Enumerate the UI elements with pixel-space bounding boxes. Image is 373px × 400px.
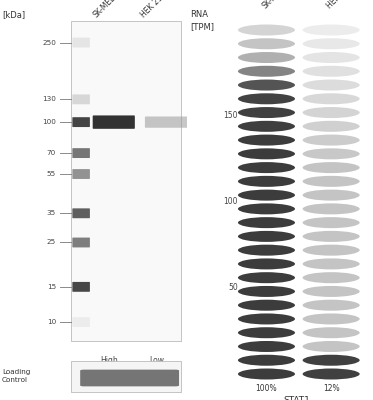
Ellipse shape [238, 80, 295, 90]
Text: 100: 100 [223, 198, 238, 206]
Ellipse shape [303, 258, 360, 270]
Text: 150: 150 [223, 112, 238, 120]
FancyBboxPatch shape [72, 94, 90, 104]
Text: 10: 10 [47, 319, 56, 325]
Ellipse shape [238, 272, 295, 283]
Ellipse shape [238, 327, 295, 338]
FancyBboxPatch shape [145, 116, 239, 128]
Ellipse shape [238, 93, 295, 104]
Ellipse shape [303, 231, 360, 242]
Ellipse shape [303, 162, 360, 173]
Text: 250: 250 [42, 40, 56, 46]
FancyBboxPatch shape [72, 238, 90, 248]
Ellipse shape [238, 245, 295, 256]
Text: 50: 50 [228, 284, 238, 292]
Ellipse shape [303, 134, 360, 146]
Text: HEK 293: HEK 293 [140, 0, 169, 19]
Ellipse shape [238, 203, 295, 214]
Text: Low: Low [149, 356, 164, 364]
Ellipse shape [303, 368, 360, 380]
Ellipse shape [303, 327, 360, 338]
Ellipse shape [238, 134, 295, 146]
Ellipse shape [303, 286, 360, 297]
FancyBboxPatch shape [72, 317, 90, 327]
Ellipse shape [303, 52, 360, 63]
Ellipse shape [238, 52, 295, 63]
Ellipse shape [303, 272, 360, 283]
Text: Loading
Control: Loading Control [2, 369, 30, 382]
Ellipse shape [238, 355, 295, 366]
FancyBboxPatch shape [72, 169, 90, 179]
Ellipse shape [238, 341, 295, 352]
Ellipse shape [238, 38, 295, 49]
Text: RNA: RNA [190, 10, 209, 19]
Ellipse shape [303, 300, 360, 311]
Ellipse shape [303, 93, 360, 104]
FancyBboxPatch shape [93, 116, 135, 129]
Ellipse shape [303, 121, 360, 132]
Text: 25: 25 [47, 240, 56, 246]
Text: 100%: 100% [256, 384, 277, 393]
Ellipse shape [238, 190, 295, 201]
Ellipse shape [303, 107, 360, 118]
Bar [71, 21, 181, 342]
Ellipse shape [238, 24, 295, 36]
Text: 55: 55 [47, 171, 56, 177]
Ellipse shape [303, 203, 360, 214]
Ellipse shape [303, 176, 360, 187]
Ellipse shape [303, 24, 360, 36]
FancyBboxPatch shape [72, 282, 90, 292]
FancyBboxPatch shape [72, 148, 90, 158]
Ellipse shape [303, 245, 360, 256]
Text: High: High [101, 356, 119, 364]
Text: 100: 100 [42, 119, 56, 125]
Ellipse shape [238, 217, 295, 228]
Bar [71, 361, 181, 392]
Text: 12%: 12% [323, 384, 339, 393]
Text: 130: 130 [42, 96, 56, 102]
Ellipse shape [238, 368, 295, 380]
FancyBboxPatch shape [72, 208, 90, 218]
Ellipse shape [303, 190, 360, 201]
Text: SK-MEL-30: SK-MEL-30 [92, 0, 126, 19]
Ellipse shape [238, 121, 295, 132]
Text: 35: 35 [47, 210, 56, 216]
Ellipse shape [238, 107, 295, 118]
Ellipse shape [238, 148, 295, 159]
Ellipse shape [238, 258, 295, 270]
FancyBboxPatch shape [72, 117, 90, 127]
Text: [kDa]: [kDa] [2, 10, 25, 20]
FancyBboxPatch shape [72, 38, 90, 48]
Ellipse shape [238, 162, 295, 173]
FancyBboxPatch shape [80, 370, 179, 386]
Ellipse shape [303, 66, 360, 77]
Ellipse shape [303, 217, 360, 228]
Ellipse shape [238, 176, 295, 187]
Text: 15: 15 [47, 284, 56, 290]
Ellipse shape [303, 355, 360, 366]
Ellipse shape [238, 286, 295, 297]
Ellipse shape [303, 38, 360, 49]
Ellipse shape [303, 314, 360, 324]
Ellipse shape [303, 148, 360, 159]
Text: STAT1: STAT1 [283, 396, 310, 400]
Text: 70: 70 [47, 150, 56, 156]
Ellipse shape [238, 314, 295, 324]
Ellipse shape [238, 231, 295, 242]
Text: SK-MEL-30: SK-MEL-30 [260, 0, 295, 10]
Text: HEK 293: HEK 293 [325, 0, 354, 10]
Ellipse shape [238, 66, 295, 77]
Text: [TPM]: [TPM] [190, 22, 214, 31]
Ellipse shape [303, 80, 360, 90]
Ellipse shape [238, 300, 295, 311]
Ellipse shape [303, 341, 360, 352]
